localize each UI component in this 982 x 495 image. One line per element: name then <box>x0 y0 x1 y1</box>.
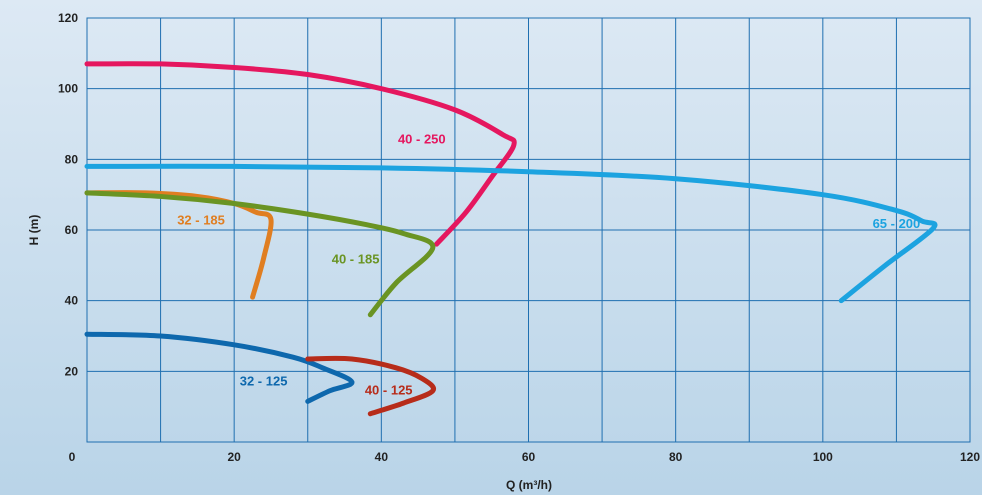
y-tick-label: 20 <box>65 364 79 378</box>
y-tick-label: 100 <box>58 82 78 96</box>
series-line-32-125 <box>84 331 355 404</box>
y-axis-title: H (m) <box>27 215 41 246</box>
series-label-40-250: 40 - 250 <box>398 131 446 146</box>
series-line-40-185 <box>84 190 436 318</box>
series-line-40-125 <box>305 355 436 417</box>
x-axis-title: Q (m³/h) <box>506 478 552 492</box>
x-tick-label: 80 <box>669 450 683 464</box>
y-tick-label: 120 <box>58 11 78 25</box>
series-label-40-125: 40 - 125 <box>365 382 413 397</box>
series-label-32-125: 32 - 125 <box>240 373 288 388</box>
series-labels: 40 - 250 65 - 200 32 - 185 40 - 185 32 - 125… <box>177 131 920 397</box>
y-tick-label: 60 <box>65 223 79 237</box>
series-label-65-200: 65 - 200 <box>873 216 921 231</box>
y-tick-label: 80 <box>65 152 79 166</box>
x-tick-label: 40 <box>375 450 389 464</box>
x-tick-label: 0 <box>69 450 76 464</box>
plot-border <box>86 17 971 443</box>
x-axis: 0 20 40 60 80 100 120 <box>69 450 981 464</box>
series-line-32-185 <box>84 190 274 300</box>
series-label-32-185: 32 - 185 <box>177 213 225 228</box>
series-line-40-250 <box>84 61 517 247</box>
x-tick-label: 100 <box>813 450 833 464</box>
plot-frame <box>86 17 971 443</box>
series-line-65-200 <box>84 163 938 304</box>
grid <box>87 18 970 442</box>
x-tick-label: 20 <box>227 450 241 464</box>
y-tick-label: 40 <box>65 294 79 308</box>
y-axis: 20 40 60 80 100 120 <box>58 11 78 378</box>
series-group <box>84 61 938 417</box>
x-tick-label: 120 <box>960 450 980 464</box>
series-label-40-185: 40 - 185 <box>332 252 380 267</box>
x-tick-label: 60 <box>522 450 536 464</box>
